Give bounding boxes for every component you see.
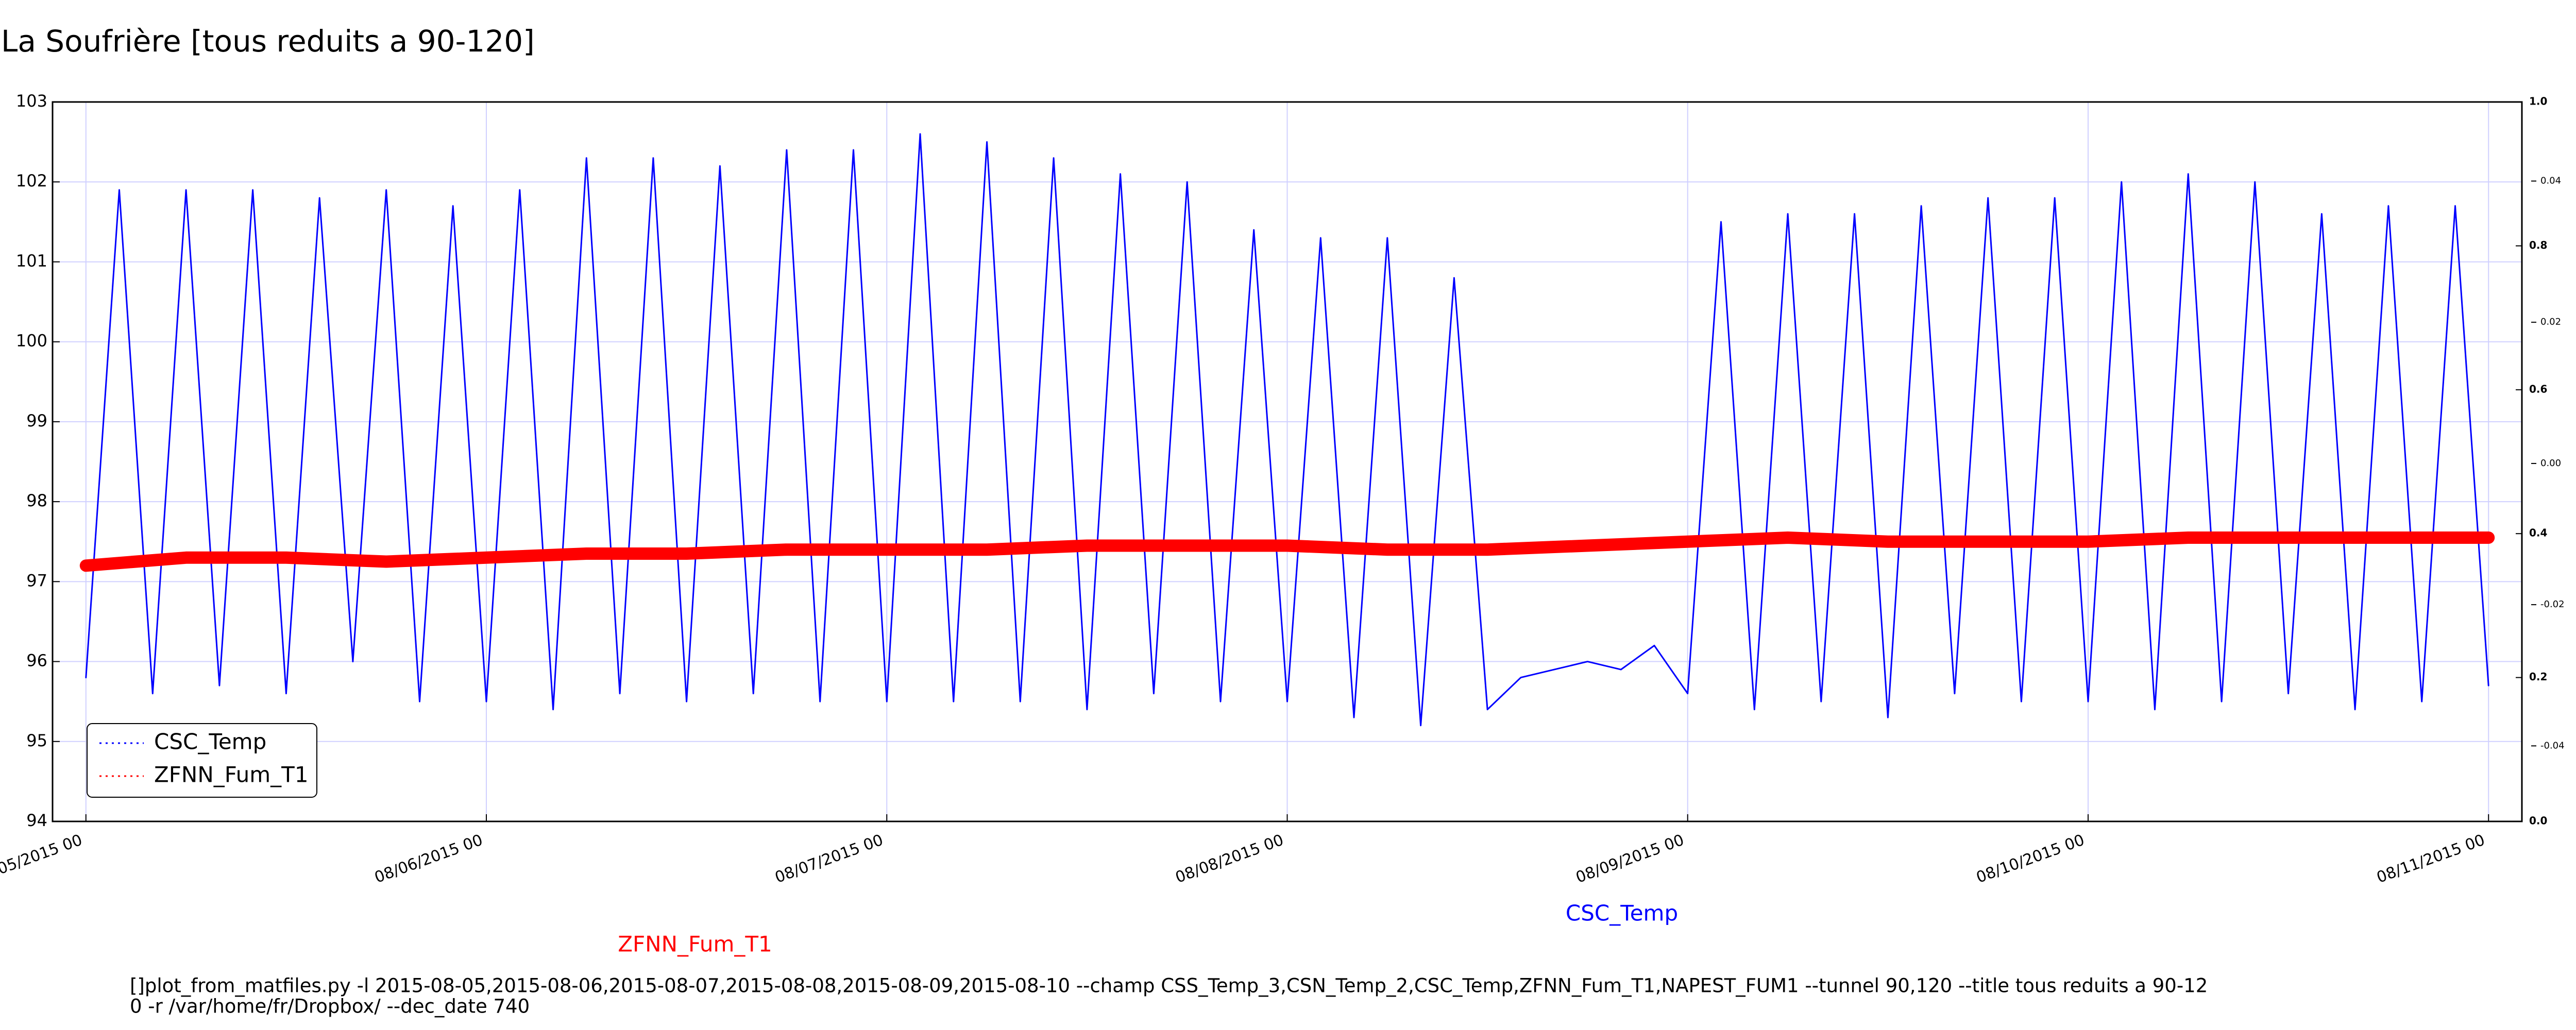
- y3-tick-label: -0.02: [2540, 599, 2565, 610]
- y3-tick-label: 0.02: [2540, 317, 2561, 328]
- series-line: [79, 531, 2495, 572]
- y-tick-label: 102: [16, 171, 47, 191]
- y-tick-label: 99: [26, 411, 47, 431]
- y-tick-label: 95: [26, 731, 47, 750]
- y2-tick-label: 0.4: [2529, 527, 2547, 539]
- x-tick-label: 08/10/2015 00: [1974, 831, 2087, 887]
- x-tick-label: 08/09/2015 00: [1573, 831, 1686, 887]
- x-tick-label: 08/06/2015 00: [372, 831, 485, 887]
- annotation: ZFNN_Fum_T1: [618, 932, 772, 957]
- x-tick-label: 08/05/2015 00: [0, 831, 84, 887]
- legend-box: [87, 723, 317, 798]
- y2-tick-label: 0.8: [2529, 239, 2547, 251]
- y3-tick-label: 0.00: [2540, 458, 2561, 469]
- x-tick-label: 08/08/2015 00: [1173, 831, 1286, 887]
- y-tick-label: 103: [16, 91, 47, 111]
- y2-tick-label: 1.0: [2529, 95, 2547, 108]
- legend-label: ZFNN_Fum_T1: [154, 762, 309, 787]
- y2-tick-label: 0.6: [2529, 383, 2547, 395]
- y-tick-label: 101: [16, 251, 47, 270]
- y-tick-label: 96: [26, 651, 47, 671]
- y2-tick-label: 0.2: [2529, 671, 2547, 683]
- y-tick-label: 98: [26, 491, 47, 510]
- y-tick-label: 94: [26, 811, 47, 830]
- footer-line: 0 -r /var/home/fr/Dropbox/ --dec_date 74…: [130, 995, 530, 1018]
- x-tick-label: 08/07/2015 00: [773, 831, 886, 887]
- x-tick-label: 08/11/2015 00: [2375, 831, 2487, 887]
- y3-tick-label: 0.04: [2540, 176, 2561, 186]
- axes-frame: [52, 101, 2523, 822]
- y-tick-label: 97: [26, 571, 47, 590]
- y3-tick-label: -0.04: [2540, 740, 2565, 751]
- y2-tick-label: 0.0: [2529, 815, 2547, 827]
- annotation: CSC_Temp: [1566, 901, 1678, 926]
- y-tick-label: 100: [16, 331, 47, 351]
- legend-label: CSC_Temp: [154, 729, 266, 754]
- series-line: [85, 133, 2489, 727]
- chart-title: La Soufrière [tous reduits a 90-120]: [1, 24, 535, 59]
- footer-line: []plot_from_matfiles.py -l 2015-08-05,20…: [130, 975, 2208, 997]
